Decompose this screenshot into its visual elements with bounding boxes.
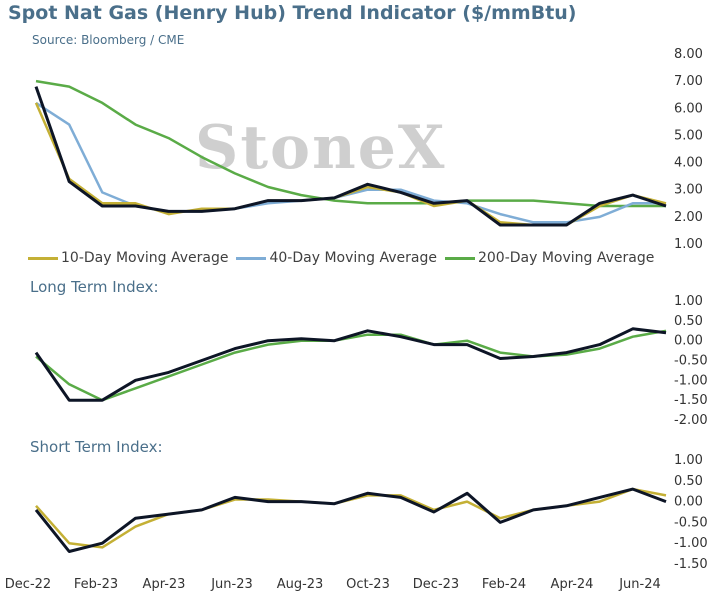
x-tick-label: Aug-23 — [277, 577, 324, 592]
ma200-line — [35, 79, 666, 208]
legend-swatch-ma40 — [236, 256, 267, 260]
y-tick-label: 0.00 — [674, 495, 703, 510]
legend-swatch-ma200 — [444, 256, 475, 260]
legend-item-ma10: 10-Day Moving Average — [28, 250, 228, 266]
short-term-label: Short Term Index: — [30, 438, 163, 456]
y-tick-label: -1.00 — [674, 536, 708, 551]
long-index-signal-line — [35, 329, 667, 402]
y-tick-label: 0.00 — [674, 334, 703, 349]
y-tick-label: 5.00 — [674, 128, 703, 143]
y-tick-label: 1.00 — [674, 294, 703, 309]
chart-title: Spot Nat Gas (Henry Hub) Trend Indicator… — [8, 2, 577, 24]
y-tick-label: 0.50 — [674, 314, 703, 329]
y-tick-label: -2.00 — [674, 413, 708, 428]
y-tick-label: 7.00 — [674, 74, 703, 89]
y-tick-label: 0.50 — [674, 474, 703, 489]
x-tick-label: Apr-24 — [551, 577, 594, 592]
legend-swatch-ma10 — [28, 256, 58, 260]
chart-source: Source: Bloomberg / CME — [32, 33, 185, 47]
y-tick-label: 1.00 — [674, 453, 703, 468]
x-tick-label: Feb-23 — [74, 577, 118, 592]
short-index-line — [34, 487, 667, 553]
x-axis: Dec-22 Feb-23 Apr-23 Jun-23 Aug-23 Oct-23 Dec-… — [5, 577, 661, 592]
y-tick-label: -1.50 — [674, 393, 708, 408]
legend: 10-Day Moving Average 40-Day Moving Aver… — [28, 248, 662, 268]
y-tick-label: -1.50 — [674, 557, 708, 572]
x-tick-label: Jun-24 — [618, 577, 661, 592]
y-tick-label: 4.00 — [674, 156, 703, 171]
x-tick-label: Apr-23 — [143, 577, 186, 592]
y-tick-label: -1.00 — [674, 373, 708, 388]
x-tick-label: Feb-24 — [482, 577, 526, 592]
x-tick-label: Dec-22 — [5, 577, 51, 592]
x-tick-label: Oct-23 — [346, 577, 390, 592]
y-tick-label: 6.00 — [674, 101, 703, 116]
legend-label-ma10: 10-Day Moving Average — [61, 250, 229, 266]
y-tick-label: 1.00 — [674, 237, 703, 252]
y-tick-label: 3.00 — [674, 183, 703, 198]
legend-label-ma40: 40-Day Moving Average — [269, 250, 437, 266]
legend-item-ma200: 200-Day Moving Average — [444, 250, 655, 266]
y-tick-label: -0.50 — [674, 354, 708, 369]
price-panel: 1.00 2.00 3.00 4.00 5.00 6.00 7.00 8.00 — [34, 47, 703, 252]
long-index-line — [34, 327, 667, 402]
legend-label-ma200: 200-Day Moving Average — [477, 250, 655, 266]
y-tick-label: -0.50 — [674, 515, 708, 530]
long-term-label: Long Term Index: — [30, 278, 159, 296]
x-tick-label: Jun-23 — [210, 577, 253, 592]
y-tick-label: 2.00 — [674, 210, 703, 225]
long-term-panel: 1.00 0.50 0.00 -0.50 -1.00 -1.50 -2.00 — [34, 294, 708, 428]
x-tick-label: Dec-23 — [413, 577, 459, 592]
price-line — [34, 86, 667, 227]
stonex-watermark: StoneX — [195, 113, 446, 183]
legend-item-ma40: 40-Day Moving Average — [236, 250, 437, 266]
short-term-panel: 1.00 0.50 0.00 -0.50 -1.00 -1.50 — [34, 453, 708, 572]
y-tick-label: 8.00 — [674, 47, 703, 62]
